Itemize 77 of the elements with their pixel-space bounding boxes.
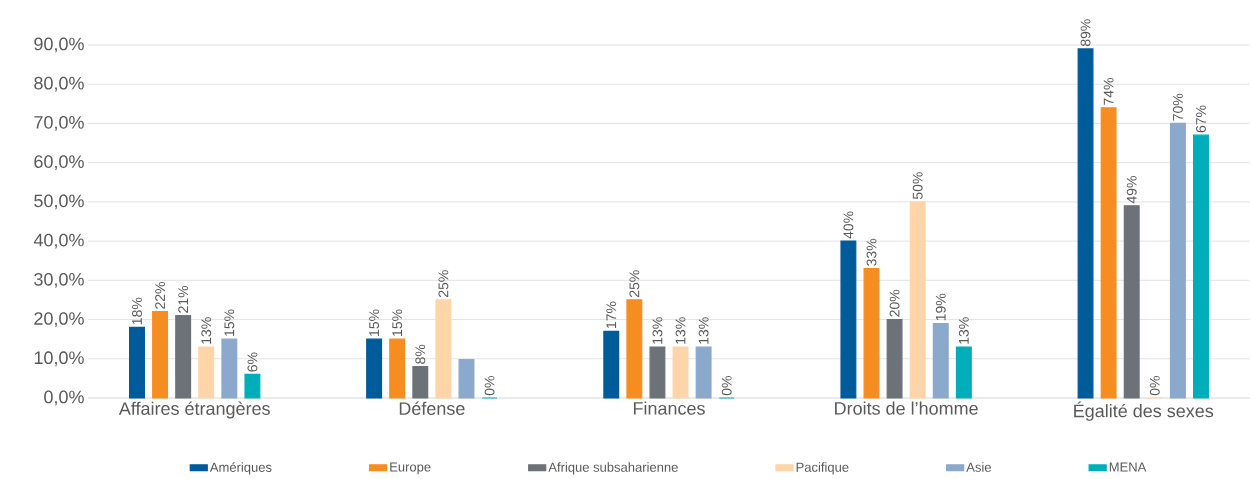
bar — [672, 346, 689, 399]
data-label: 15% — [224, 309, 235, 336]
y-tick-label: 60,0% — [34, 155, 84, 171]
data-label: 74% — [1103, 78, 1114, 105]
data-label: 40% — [843, 211, 854, 239]
y-tick-label: 80,0% — [34, 76, 84, 92]
data-label: 21% — [178, 285, 189, 313]
legend-label: Afrique subsaharienne — [548, 462, 678, 475]
data-label: 25% — [438, 270, 449, 298]
y-tick-label: 30,0% — [34, 272, 84, 288]
bar — [366, 338, 383, 399]
legend-label: Pacifique — [796, 462, 849, 475]
data-label: 15% — [392, 309, 403, 336]
bar — [1123, 205, 1140, 399]
bar — [886, 318, 903, 399]
data-label: 13% — [675, 317, 686, 344]
legend-label: Europe — [390, 462, 431, 475]
bar — [1193, 134, 1209, 399]
data-label: 15% — [369, 309, 380, 336]
data-label: 0% — [721, 376, 732, 396]
y-tick-label: 70,0% — [34, 116, 84, 131]
data-label: 13% — [958, 317, 969, 344]
bar — [649, 346, 666, 399]
bar — [1077, 48, 1094, 399]
bar — [412, 366, 429, 399]
data-label: 17% — [606, 301, 617, 329]
data-label: 19% — [935, 293, 946, 321]
data-label: 22% — [155, 281, 166, 309]
bar — [626, 299, 643, 399]
bar — [389, 338, 406, 399]
bar — [435, 299, 452, 399]
y-tick-label: 20,0% — [34, 312, 84, 327]
data-label: 0% — [484, 376, 495, 396]
bar — [458, 358, 475, 399]
data-label: 33% — [866, 238, 877, 266]
data-label: 25% — [629, 270, 640, 298]
legend-label: Amériques — [209, 462, 272, 475]
y-tick-label: 0,0% — [44, 390, 84, 406]
x-tick-label: Finances — [633, 401, 705, 415]
bar — [1169, 122, 1186, 399]
bar — [129, 326, 145, 399]
data-label: 13% — [201, 317, 212, 344]
data-label: 49% — [1126, 176, 1137, 204]
y-tick-label: 40,0% — [33, 233, 84, 249]
data-label: 13% — [698, 317, 709, 344]
bar — [1100, 107, 1117, 399]
bar — [695, 346, 712, 399]
data-label: 6% — [247, 352, 258, 372]
y-tick-label: 10,0% — [34, 351, 84, 367]
x-tick-label: Droits de l’homme — [835, 401, 978, 415]
bar — [603, 330, 620, 399]
bar — [152, 311, 169, 399]
legend-label: Asie — [966, 462, 991, 472]
x-tick-label: Défense — [399, 401, 465, 415]
data-label: 8% — [415, 344, 426, 364]
data-label: 67% — [1196, 105, 1206, 133]
bar — [198, 346, 215, 399]
bar — [955, 346, 972, 399]
bar — [221, 338, 238, 399]
x-tick-label: Égalité des sexes — [1074, 401, 1214, 421]
data-label: 20% — [889, 289, 900, 317]
data-label: 70% — [1172, 93, 1183, 121]
bar — [909, 201, 926, 399]
bar — [863, 267, 880, 399]
legend-label: MENA — [1109, 462, 1147, 472]
data-label: 50% — [912, 172, 923, 200]
data-label: 18% — [132, 297, 142, 325]
bar — [175, 315, 192, 399]
x-tick-label: Affaires étrangères — [118, 401, 270, 419]
bar — [244, 373, 261, 399]
data-label: 89% — [1080, 19, 1091, 47]
y-tick-label: 50,0% — [34, 194, 84, 210]
y-tick-label: 90,0% — [34, 37, 84, 53]
data-label: 13% — [652, 317, 663, 344]
bar — [840, 240, 857, 399]
data-label: 0% — [1149, 376, 1160, 396]
bar — [932, 322, 949, 399]
